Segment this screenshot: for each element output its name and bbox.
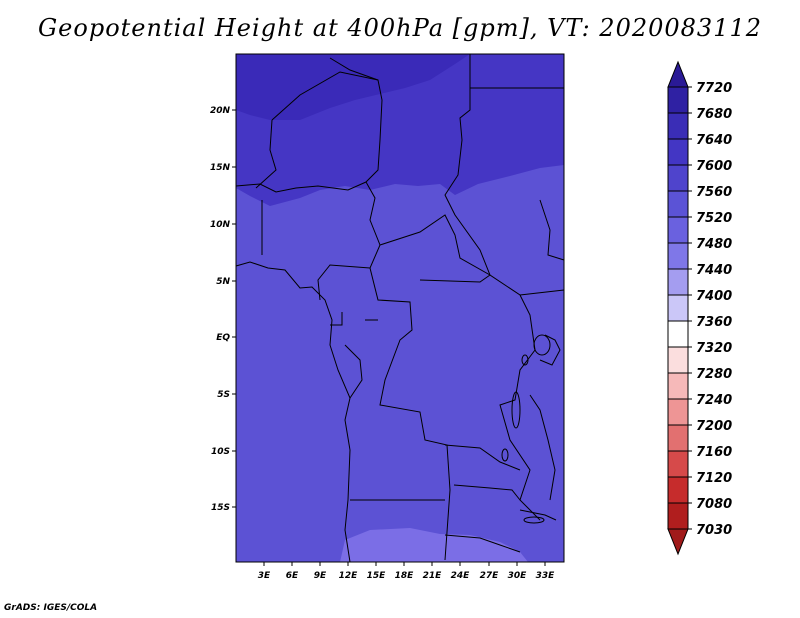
lat-label: 15N [210, 163, 231, 173]
lat-label: 10N [210, 220, 231, 230]
colorbar-label: 7280 [696, 367, 732, 382]
colorbar-top-arrow [667, 60, 689, 88]
colorbar-band [667, 242, 689, 270]
colorbar-label: 7160 [696, 445, 732, 460]
lat-labels: 20N 15N 10N 5N EQ 5S 10S 15S [210, 106, 231, 513]
lon-label: 21E [423, 571, 443, 581]
colorbar-label: 7120 [696, 471, 732, 486]
colorbar-label: 7080 [696, 497, 732, 512]
grads-credit: GrADS: IGES/COLA [4, 603, 98, 613]
colorbar-label: 7720 [696, 81, 732, 96]
colorbar-label: 7680 [696, 107, 732, 122]
colorbar-band [667, 372, 689, 400]
lat-label: 5S [217, 390, 230, 400]
fill-7680 [236, 54, 470, 120]
colorbar-band [667, 112, 689, 140]
colorbar-band [667, 424, 689, 452]
lat-label: 20N [210, 106, 231, 116]
lon-label: 9E [314, 571, 327, 581]
colorbar-band [667, 476, 689, 504]
lat-label: EQ [216, 333, 230, 343]
colorbar-label: 7320 [696, 341, 732, 356]
colorbar-band [667, 398, 689, 426]
lon-label: 6E [286, 571, 299, 581]
colorbar-band [667, 346, 689, 374]
lon-labels: 3E 6E 9E 12E 15E 18E 21E 24E 27E 30E 33E [258, 571, 555, 581]
lon-label: 12E [339, 571, 359, 581]
lon-ticks [263, 562, 546, 566]
colorbar-label: 7360 [696, 315, 732, 330]
colorbar-label: 7600 [696, 159, 732, 174]
colorbar-band [667, 86, 689, 114]
colorbar-band [667, 268, 689, 296]
colorbar-label: 7480 [696, 237, 732, 252]
colorbar-band [667, 450, 689, 478]
lat-label: 5N [216, 277, 230, 287]
lon-label: 30E [508, 571, 528, 581]
lon-label: 18E [395, 571, 415, 581]
colorbar-band [667, 320, 689, 348]
country-borders [235, 54, 565, 563]
map-frame [235, 53, 565, 563]
map-title: Geopotential Height at 400hPa [gpm], VT:… [38, 14, 762, 42]
colorbar-label: 7200 [696, 419, 732, 434]
lon-label: 24E [451, 571, 471, 581]
lat-label: 15S [211, 503, 230, 513]
colorbar-band [667, 138, 689, 166]
colorbar-bottom-arrow [667, 528, 689, 556]
lat-label: 10S [211, 447, 230, 457]
colorbar: 7720 7680 7640 7600 7560 7520 7480 7440 7400 7360… [667, 60, 732, 556]
colorbar-band [667, 502, 689, 530]
colorbar-band [667, 190, 689, 218]
lon-label: 15E [367, 571, 387, 581]
colorbar-band [667, 294, 689, 322]
lat-ticks [232, 109, 236, 508]
colorbar-label: 7400 [696, 289, 732, 304]
colorbar-label: 7640 [696, 133, 732, 148]
lon-label: 33E [536, 571, 556, 581]
colorbar-band [667, 164, 689, 192]
colorbar-label: 7240 [696, 393, 732, 408]
colorbar-band [667, 216, 689, 244]
colorbar-label: 7030 [696, 523, 732, 538]
colorbar-label: 7440 [696, 263, 732, 278]
colorbar-label: 7520 [696, 211, 732, 226]
colorbar-labels: 7720 7680 7640 7600 7560 7520 7480 7440 7400 7360… [688, 81, 732, 538]
lon-label: 3E [258, 571, 271, 581]
lakes [501, 334, 551, 524]
fill-7520 [340, 528, 528, 562]
colorbar-bands [667, 86, 689, 530]
colorbar-label: 7560 [696, 185, 732, 200]
lon-label: 27E [480, 571, 500, 581]
